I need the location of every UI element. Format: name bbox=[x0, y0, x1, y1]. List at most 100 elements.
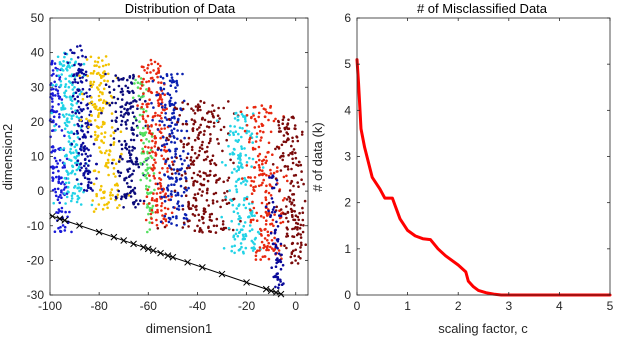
scatter-point bbox=[180, 194, 183, 198]
scatter-point bbox=[201, 190, 204, 193]
scatter-point bbox=[209, 137, 212, 141]
scatter-point bbox=[118, 174, 121, 178]
scatter-point bbox=[75, 163, 79, 167]
scatter-point bbox=[87, 186, 90, 189]
scatter-point bbox=[116, 193, 120, 197]
scatter-point bbox=[121, 157, 124, 161]
scatter-point bbox=[296, 228, 299, 231]
scatter-point bbox=[215, 200, 219, 203]
scatter-point bbox=[294, 259, 297, 262]
scatter-point bbox=[292, 148, 296, 151]
scatter-point bbox=[204, 210, 207, 214]
scatter-point bbox=[252, 114, 255, 117]
scatter-point bbox=[215, 224, 219, 228]
scatter-point bbox=[119, 155, 122, 159]
x-tick-label: -60 bbox=[140, 299, 158, 313]
scatter-point bbox=[76, 136, 80, 139]
scatter-point bbox=[137, 75, 141, 78]
scatter-point bbox=[78, 76, 82, 80]
scatter-point bbox=[275, 145, 279, 149]
scatter-point bbox=[166, 188, 169, 191]
scatter-point bbox=[71, 51, 74, 54]
scatter-point bbox=[52, 115, 56, 119]
scatter-point bbox=[118, 204, 121, 207]
scatter-point bbox=[176, 169, 179, 173]
scatter-point bbox=[54, 94, 57, 97]
y-tick-label: 1 bbox=[344, 242, 351, 256]
scatter-point bbox=[176, 83, 179, 87]
scatter-point bbox=[235, 169, 238, 173]
scatter-point bbox=[237, 132, 240, 136]
scatter-point bbox=[201, 147, 204, 151]
scatter-point bbox=[159, 75, 163, 78]
scatter-point bbox=[131, 96, 135, 100]
scatter-point bbox=[264, 196, 268, 199]
scatter-point bbox=[101, 120, 105, 124]
scatter-point bbox=[259, 139, 262, 142]
scatter-point bbox=[267, 209, 270, 213]
scatter-point bbox=[165, 142, 169, 146]
scatter-point bbox=[200, 143, 204, 147]
scatter-point bbox=[140, 105, 143, 109]
scatter-point bbox=[55, 74, 58, 78]
scatter-point bbox=[138, 120, 141, 123]
x-marker bbox=[164, 252, 172, 259]
scatter-point bbox=[202, 207, 206, 210]
scatter-point bbox=[96, 135, 99, 139]
scatter-point bbox=[147, 89, 150, 93]
scatter-point bbox=[155, 204, 159, 207]
scatter-point bbox=[262, 216, 266, 219]
scatter-point bbox=[58, 78, 61, 81]
scatter-point bbox=[293, 218, 297, 222]
scatter-point bbox=[66, 177, 70, 180]
scatter-point bbox=[248, 229, 252, 233]
scatter-point bbox=[138, 113, 142, 117]
scatter-point bbox=[266, 230, 270, 234]
x-marker bbox=[272, 289, 280, 296]
scatter-point bbox=[154, 123, 158, 126]
scatter-point bbox=[245, 164, 249, 167]
scatter-point bbox=[198, 227, 202, 230]
scatter-point bbox=[281, 152, 285, 155]
scatter-point bbox=[60, 129, 64, 132]
x-marker bbox=[218, 270, 226, 278]
scatter-point bbox=[146, 105, 149, 109]
scatter-point bbox=[180, 174, 184, 177]
scatter-point bbox=[150, 208, 154, 212]
scatter-point bbox=[251, 146, 255, 150]
scatter-point bbox=[234, 232, 238, 236]
line-xlabel: scaling factor, c bbox=[438, 321, 528, 336]
cluster-11 bbox=[267, 115, 308, 265]
scatter-point bbox=[208, 159, 212, 163]
scatter-point bbox=[144, 119, 147, 123]
scatter-point bbox=[149, 58, 153, 62]
scatter-point bbox=[84, 157, 87, 161]
scatter-point bbox=[294, 248, 298, 252]
scatter-point bbox=[273, 236, 276, 240]
scatter-point bbox=[140, 133, 143, 136]
scatter-point bbox=[70, 103, 73, 106]
scatter-point bbox=[198, 228, 202, 232]
scatter-point bbox=[51, 83, 55, 87]
scatter-point bbox=[51, 179, 55, 182]
scatter-point bbox=[55, 175, 58, 179]
scatter-point bbox=[222, 125, 226, 129]
scatter-point bbox=[173, 141, 177, 144]
scatter-point bbox=[162, 135, 165, 139]
scatter-point bbox=[150, 62, 153, 66]
scatter-point bbox=[51, 100, 54, 103]
scatter-point bbox=[243, 117, 247, 121]
scatter-point bbox=[129, 107, 132, 110]
scatter-point bbox=[107, 161, 110, 164]
scatter-point bbox=[109, 197, 113, 200]
scatter-point bbox=[70, 117, 74, 120]
scatter-point bbox=[161, 214, 164, 217]
scatter-point bbox=[244, 206, 248, 210]
scatter-point bbox=[87, 119, 91, 122]
scatter-point bbox=[235, 207, 239, 210]
scatter-point bbox=[99, 90, 102, 94]
scatter-point bbox=[139, 178, 142, 182]
scatter-point bbox=[111, 79, 115, 83]
scatter-point bbox=[197, 213, 200, 217]
scatter-point bbox=[51, 94, 55, 97]
